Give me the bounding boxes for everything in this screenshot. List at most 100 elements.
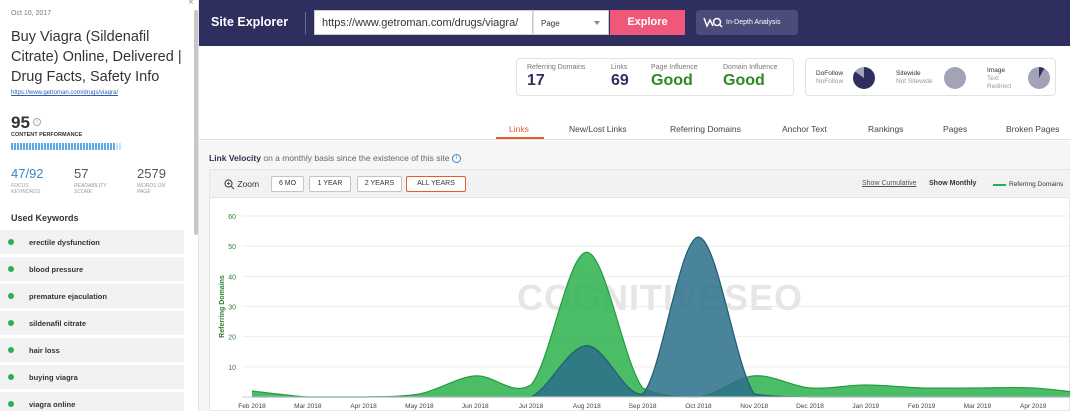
info-icon[interactable]: i (451, 154, 461, 164)
status-dot-icon (8, 293, 14, 299)
used-keywords-heading: Used Keywords (11, 213, 79, 223)
link-velocity-section: Link Velocity on a monthly basis since t… (199, 141, 1070, 411)
y-tick-label: 40 (228, 274, 236, 281)
sitewide-pie (944, 67, 966, 89)
range-1year-button[interactable]: 1 YEAR (309, 176, 351, 192)
divider (305, 12, 306, 34)
tab-referring-domains[interactable]: Referring Domains (670, 124, 741, 134)
top-nav: Site Explorer Page Explore In-Depth Anal… (199, 0, 1070, 46)
x-tick-label: Jan 2019 (852, 403, 879, 410)
x-tick-label: Mar 2019 (964, 403, 992, 410)
chart-container: Zoom 6 MO 1 YEAR 2 YEARS ALL YEARS Show … (209, 169, 1070, 411)
x-tick-label: Apr 2019 (1020, 403, 1047, 410)
status-dot-icon (8, 320, 14, 326)
y-tick-label: 60 (228, 214, 236, 221)
tab-anchor-text[interactable]: Anchor Text (782, 124, 827, 134)
keyword-label: premature ejaculation (29, 292, 107, 301)
x-tick-label: Dec 2018 (796, 403, 824, 410)
app-title: Site Explorer (211, 15, 289, 29)
link-types-card: DoFollow NoFollow Sitewide Not Sitewide Im… (805, 58, 1056, 96)
content-panel: Oct 10, 2017 × Buy Viagra (Sildenafil Ci… (0, 0, 199, 411)
keyword-label: sildenafil citrate (29, 319, 87, 328)
zoom-control: Zoom (224, 179, 259, 190)
content-score: 95 (11, 113, 30, 132)
image-pie (1028, 67, 1050, 89)
metric-referring-domains: Referring Domains 17 (527, 64, 586, 89)
keyword-item[interactable]: sildenafil citrate (0, 311, 184, 335)
metrics-card: Referring Domains 17 Links 69 Page Influ… (516, 58, 794, 96)
status-dot-icon (8, 401, 14, 407)
in-depth-analysis-button[interactable]: In-Depth Analysis (696, 10, 798, 35)
x-tick-label: Sep 2018 (629, 403, 657, 410)
keyword-item[interactable]: premature ejaculation (0, 284, 184, 308)
zoom-icon (224, 179, 235, 190)
keyword-item[interactable]: hair loss (0, 338, 184, 362)
x-tick-label: Feb 2019 (908, 403, 936, 410)
keyword-list: erectile dysfunction blood pressure premat… (0, 230, 184, 411)
keyword-label: viagra online (29, 400, 76, 409)
sitewide-legend: Sitewide Not Sitewide (896, 70, 933, 85)
x-tick-label: Feb 2018 (238, 403, 266, 410)
series-line-0 (251, 251, 1070, 398)
x-tick-label: Jun 2018 (462, 403, 489, 410)
status-dot-icon (8, 266, 14, 272)
metric-domain-influence: Domain Influence Good (723, 64, 778, 89)
dofollow-pie (853, 67, 875, 89)
page-title: Buy Viagra (Sildenafil Citrate) Online, … (11, 29, 182, 85)
x-tick-label: Apr 2018 (350, 403, 377, 410)
keyword-item[interactable]: blood pressure (0, 257, 184, 281)
x-tick-label: Oct 2018 (685, 403, 712, 410)
info-icon[interactable]: i (33, 118, 41, 126)
series-area-1 (252, 237, 1070, 397)
metric-links: Links 69 (611, 64, 629, 89)
close-icon[interactable]: × (188, 0, 194, 8)
tab-pages[interactable]: Pages (943, 124, 968, 134)
show-cumulative-link[interactable]: Show Cumulative (862, 180, 917, 187)
keyword-label: blood pressure (29, 265, 84, 274)
link-velocity-heading: Link Velocity on a monthly basis since t… (209, 153, 461, 164)
analysis-icon (703, 17, 723, 28)
x-tick-label: Aug 2018 (573, 403, 601, 410)
stat-words-on-page: 2579 WORDS ON PAGE (137, 166, 166, 195)
chart-toolbar: Zoom 6 MO 1 YEAR 2 YEARS ALL YEARS Show … (210, 170, 1070, 198)
stat-readability-score: 57 READABILITY SCORE (74, 166, 107, 195)
status-dot-icon (8, 374, 14, 380)
tab-broken-pages[interactable]: Broken Pages (1006, 124, 1060, 134)
y-tick-label: 30 (228, 305, 236, 312)
chevron-down-icon (594, 21, 600, 25)
metric-page-influence: Page Influence Good (651, 64, 698, 89)
status-dot-icon (8, 347, 14, 353)
keyword-item[interactable]: buying viagra (0, 365, 184, 389)
range-all-years-button[interactable]: ALL YEARS (406, 176, 466, 192)
keyword-item[interactable]: viagra online (0, 392, 184, 411)
y-tick-label: 20 (228, 335, 236, 342)
keyword-label: buying viagra (29, 373, 78, 382)
tab-bar: Links New/Lost Links Referring Domains A… (199, 118, 1070, 140)
panel-scrollbar[interactable] (194, 10, 198, 235)
url-input[interactable] (314, 10, 533, 35)
show-monthly-link[interactable]: Show Monthly (929, 180, 977, 187)
tab-links[interactable]: Links (509, 124, 529, 134)
explore-button[interactable]: Explore (610, 10, 685, 35)
content-performance-fill (11, 143, 116, 150)
dofollow-legend: DoFollow NoFollow (816, 70, 844, 85)
x-tick-label: Nov 2018 (740, 403, 768, 410)
page-url-link[interactable]: https://www.getroman.com/drugs/viagra/ (11, 90, 119, 96)
y-tick-label: 10 (228, 365, 236, 372)
y-axis-label: Referring Domains (219, 275, 226, 338)
publish-date: Oct 10, 2017 (11, 10, 52, 17)
x-tick-label: May 2018 (405, 403, 434, 410)
tab-new-lost-links[interactable]: New/Lost Links (569, 124, 627, 134)
active-tab-indicator (496, 137, 544, 139)
legend-referring-domains[interactable]: Referring Domains (993, 181, 1063, 188)
y-tick-label: 50 (228, 244, 236, 251)
status-dot-icon (8, 239, 14, 245)
keyword-label: hair loss (29, 346, 60, 355)
keyword-item[interactable]: erectile dysfunction (0, 230, 184, 254)
range-6mo-button[interactable]: 6 MO (271, 176, 304, 192)
tab-rankings[interactable]: Rankings (868, 124, 904, 134)
range-2years-button[interactable]: 2 YEARS (357, 176, 402, 192)
mode-select[interactable]: Page (533, 10, 609, 35)
content-performance-bar (11, 143, 121, 150)
